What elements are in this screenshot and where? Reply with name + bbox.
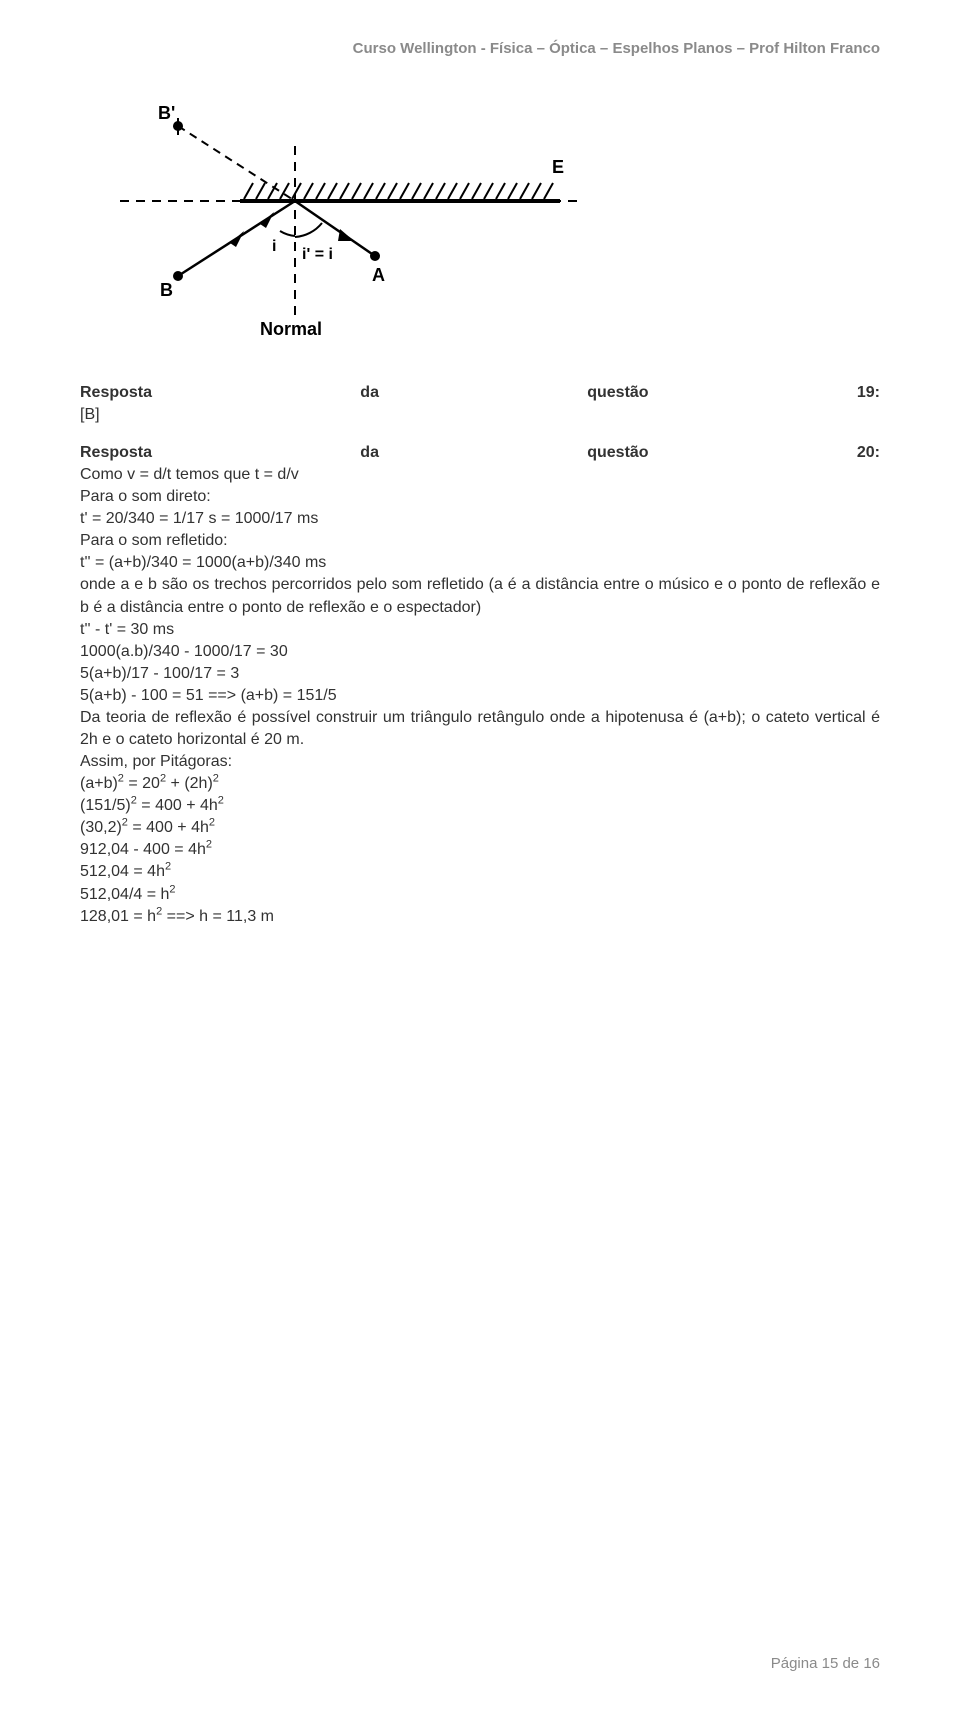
label-normal: Normal [260,319,322,339]
line-12: Assim, por Pitágoras: [80,751,880,773]
label-ieq: i' = i [302,246,333,263]
line-2: Para o som direto: [80,486,880,508]
solution-body: Como v = d/t temos que t = d/v Para o so… [80,464,880,928]
question-20-row: Resposta da questão 20: [80,444,880,462]
label-a: A [372,265,385,285]
line-7: t'' - t' = 30 ms [80,619,880,641]
q19-answer: [B] [80,404,880,426]
label-bprime: B' [158,103,175,123]
line-3: t' = 20/340 = 1/17 s = 1000/17 ms [80,508,880,530]
line-17: 512,04 = 4h2 [80,861,880,883]
question-19-row: Resposta da questão 19: [80,384,880,402]
q20-label: Resposta [80,444,152,462]
line-1: Como v = d/t temos que t = d/v [80,464,880,486]
line-9: 5(a+b)/17 - 100/17 = 3 [80,663,880,685]
line-10: 5(a+b) - 100 = 51 ==> (a+b) = 151/5 [80,685,880,707]
mirror-diagram: B' E B i i' = i A Normal [120,91,880,346]
line-11: Da teoria de reflexão é possível constru… [80,707,880,751]
q19-n: 19: [857,384,880,402]
line-18: 512,04/4 = h2 [80,884,880,906]
q20-mid: da [360,444,379,462]
diagram-svg: B' E B i i' = i A Normal [120,91,580,341]
page-footer: Página 15 de 16 [771,1655,880,1672]
label-b: B [160,280,173,300]
q19-q: questão [587,384,648,402]
q19-label: Resposta [80,384,152,402]
line-6: onde a e b são os trechos percorridos pe… [80,574,880,618]
label-e: E [552,157,564,177]
line-5: t'' = (a+b)/340 = 1000(a+b)/340 ms [80,552,880,574]
label-i: i [272,238,276,255]
line-13: (a+b)2 = 202 + (2h)2 [80,773,880,795]
line-16: 912,04 - 400 = 4h2 [80,839,880,861]
page-header: Curso Wellington - Física – Óptica – Esp… [80,40,880,57]
q19-mid: da [360,384,379,402]
line-15: (30,2)2 = 400 + 4h2 [80,817,880,839]
line-4: Para o som refletido: [80,530,880,552]
line-14: (151/5)2 = 400 + 4h2 [80,795,880,817]
line-19: 128,01 = h2 ==> h = 11,3 m [80,906,880,928]
q20-n: 20: [857,444,880,462]
line-8: 1000(a.b)/340 - 1000/17 = 30 [80,641,880,663]
q20-q: questão [587,444,648,462]
